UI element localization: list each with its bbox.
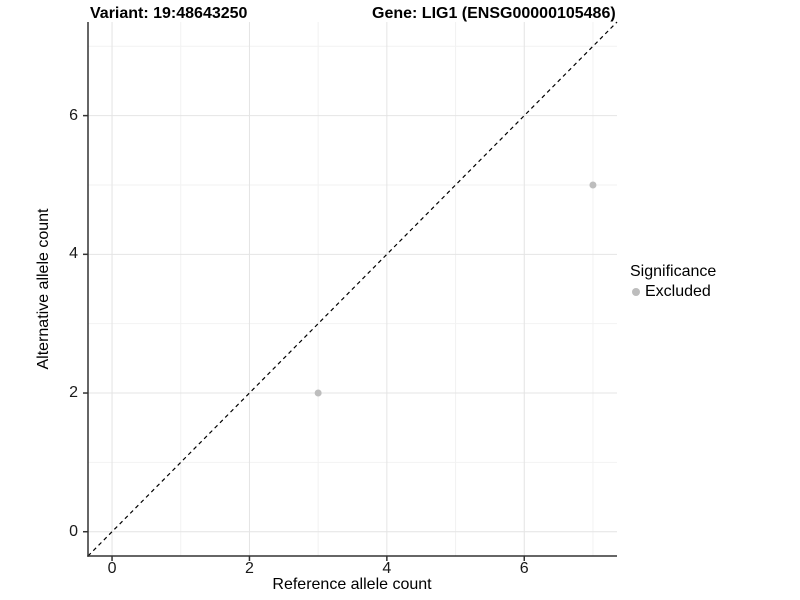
legend-title: Significance xyxy=(630,263,717,280)
y-tick-label: 4 xyxy=(69,245,78,263)
y-tick-label: 6 xyxy=(69,106,78,124)
y-tick-label: 0 xyxy=(69,522,78,540)
gene-title: Gene: LIG1 (ENSG00000105486) xyxy=(372,5,616,22)
x-tick-label: 0 xyxy=(107,560,117,577)
x-tick-label: 2 xyxy=(244,560,254,577)
legend: Significance Excluded xyxy=(630,263,716,301)
variant-title: Variant: 19:48643250 xyxy=(90,5,248,22)
y-tick-label: 2 xyxy=(69,384,78,402)
identity-reference-line xyxy=(87,21,618,557)
data-point xyxy=(314,389,322,397)
legend-item-excluded: Excluded xyxy=(630,283,716,301)
data-point xyxy=(589,181,597,189)
excluded-point-icon xyxy=(632,288,640,296)
y-axis-title: Alternative allele count xyxy=(35,208,52,370)
x-tick-label: 4 xyxy=(382,560,392,577)
x-axis-title: Reference allele count xyxy=(272,576,432,593)
x-tick-label: 6 xyxy=(519,560,529,577)
legend-item-label: Excluded xyxy=(645,283,711,300)
